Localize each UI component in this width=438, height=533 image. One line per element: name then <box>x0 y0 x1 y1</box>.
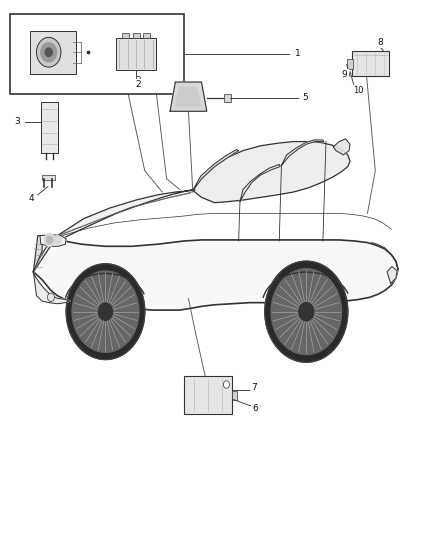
Bar <box>117 38 155 70</box>
Circle shape <box>299 303 314 321</box>
Text: 4: 4 <box>28 194 34 203</box>
Polygon shape <box>282 140 324 165</box>
Circle shape <box>265 261 348 362</box>
Polygon shape <box>240 165 280 201</box>
Polygon shape <box>33 189 195 272</box>
Polygon shape <box>33 272 71 304</box>
Bar <box>133 33 140 38</box>
Circle shape <box>47 293 54 302</box>
Circle shape <box>45 48 52 56</box>
Circle shape <box>41 43 57 62</box>
Bar <box>42 175 55 180</box>
Text: 1: 1 <box>295 50 300 58</box>
Bar <box>11 14 184 94</box>
Circle shape <box>46 236 53 244</box>
Bar <box>184 376 232 414</box>
Polygon shape <box>193 150 239 190</box>
Polygon shape <box>193 142 350 203</box>
Text: 9: 9 <box>342 70 348 78</box>
Polygon shape <box>387 266 397 284</box>
Bar <box>122 33 129 38</box>
Circle shape <box>44 233 55 246</box>
Polygon shape <box>170 82 207 111</box>
Text: 3: 3 <box>14 117 20 126</box>
Bar <box>232 391 237 400</box>
Text: 8: 8 <box>378 38 383 47</box>
Bar <box>30 31 76 74</box>
Bar <box>353 51 389 76</box>
Circle shape <box>36 37 61 67</box>
Polygon shape <box>40 235 66 246</box>
Text: 2: 2 <box>135 76 141 85</box>
Text: 10: 10 <box>353 85 364 94</box>
Circle shape <box>223 381 230 388</box>
Polygon shape <box>333 139 350 155</box>
Bar <box>144 33 150 38</box>
Polygon shape <box>33 236 398 310</box>
Text: 2: 2 <box>135 80 141 89</box>
Bar <box>41 102 58 153</box>
Circle shape <box>54 236 61 244</box>
Text: 6: 6 <box>253 405 258 414</box>
Bar <box>347 59 353 69</box>
Polygon shape <box>175 87 201 106</box>
Text: 7: 7 <box>251 383 257 392</box>
Circle shape <box>66 264 145 360</box>
Bar <box>224 94 231 102</box>
Circle shape <box>72 271 139 352</box>
Circle shape <box>271 269 342 354</box>
Circle shape <box>99 303 113 320</box>
Polygon shape <box>33 236 42 272</box>
Text: 5: 5 <box>303 93 308 102</box>
